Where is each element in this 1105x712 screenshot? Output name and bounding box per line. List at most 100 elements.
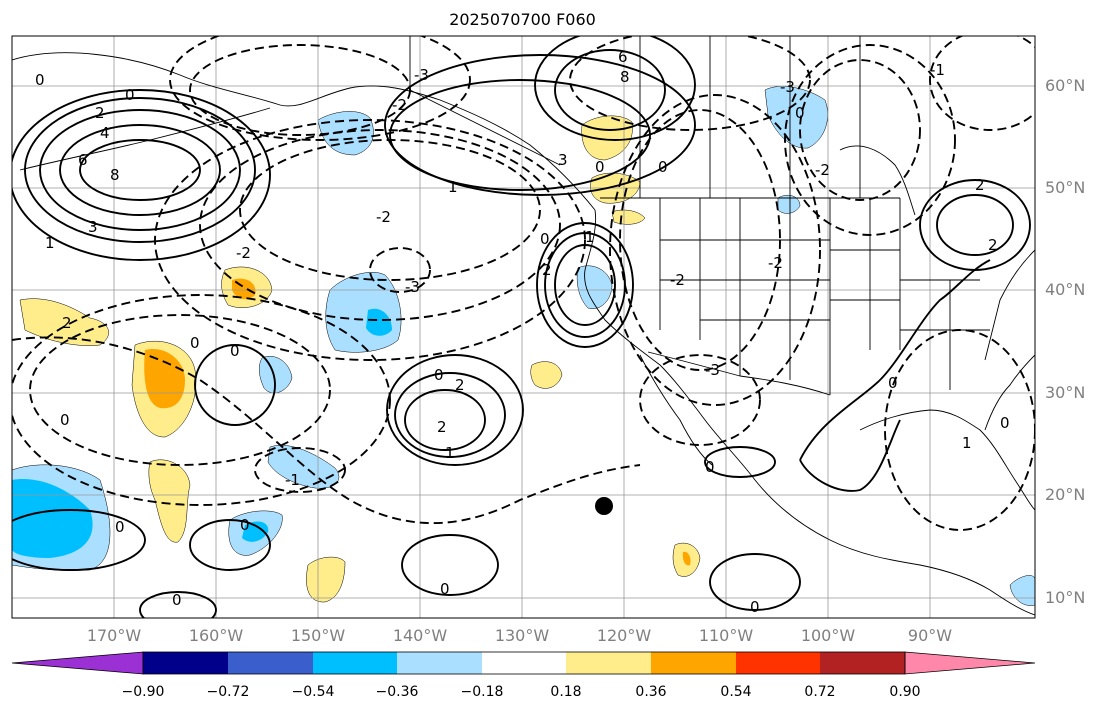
shade-negative [764, 86, 828, 149]
contour-label: 0 [434, 366, 444, 384]
contour-label: 8 [110, 166, 120, 184]
contours-negative [12, 36, 1035, 531]
contour-label: 3 [558, 151, 568, 169]
colorbar-extend-low [11, 651, 144, 675]
lon-label-130w: 130°W [494, 626, 550, 645]
colorbar-tick-label: −0.90 [121, 684, 165, 700]
shade-negative [317, 111, 374, 156]
colorbar-tick-label: 0.36 [635, 684, 667, 700]
shade-positive [19, 298, 109, 346]
contour-label: 2 [542, 261, 552, 279]
coastline-alaska [12, 52, 596, 211]
colorbar-bin [651, 652, 736, 674]
colorbar-tick-label: −0.18 [460, 684, 504, 700]
contour-label: 0 [888, 374, 898, 392]
shade-positive [530, 361, 563, 389]
coastlines [12, 36, 1035, 616]
contour-label: -2 [768, 254, 783, 272]
shade-negative [1009, 575, 1035, 606]
colorbar-bin [820, 652, 905, 674]
contour-label: -3 [705, 361, 720, 379]
shade-negative [259, 356, 293, 394]
contour-label: 2 [437, 418, 447, 436]
contour-label: 0 [35, 71, 45, 89]
contour-label: 2 [95, 104, 105, 122]
contour-label: 2 [62, 314, 72, 332]
coastline-baja [639, 354, 713, 466]
contour-label: 0 [172, 591, 182, 609]
shade-negative [12, 479, 93, 558]
colorbar [11, 651, 1036, 675]
contour-label: 6 [618, 48, 628, 66]
contour-label: -3 [405, 278, 420, 296]
map-frame [11, 35, 1036, 619]
shade-positive [306, 556, 346, 603]
shade-positive [611, 209, 646, 225]
shade-negative [777, 195, 801, 214]
shade-negative [366, 308, 392, 336]
shade-negative [325, 272, 402, 353]
shade-positive [144, 349, 185, 409]
map-title: 2025070700 F060 [449, 10, 596, 29]
colorbar-extend-high [904, 651, 1036, 675]
shade-positive [682, 551, 691, 566]
coastline-gulf [859, 409, 1035, 511]
shaded-anomalies [12, 86, 1035, 606]
colorbar-bin [228, 652, 313, 674]
contour-label: -2 [376, 208, 391, 226]
lon-label-100w: 100°W [800, 626, 856, 645]
colorbar-bin [482, 652, 566, 674]
colorbar-bin [143, 652, 228, 674]
lon-label-90w: 90°W [907, 626, 953, 645]
shade-negative [242, 521, 269, 542]
contour-label: 2 [988, 236, 998, 254]
lat-label-20n: 20°N [1045, 485, 1086, 504]
colorbar-tick-label: −0.36 [375, 684, 419, 700]
contour-label: 0 [230, 342, 240, 360]
contour-label: 0 [705, 458, 715, 476]
contour-label: 0 [1000, 414, 1010, 432]
contour-label: 6 [78, 151, 88, 169]
lon-label-140w: 140°W [392, 626, 448, 645]
colorbar-tick-label: −0.72 [206, 684, 250, 700]
contour-label: 2 [975, 176, 985, 194]
lat-label-60n: 60°N [1045, 76, 1086, 95]
lat-label-40n: 40°N [1045, 280, 1086, 299]
colorbar-bin [736, 652, 820, 674]
coastline-aleutians [19, 107, 271, 171]
coastline-florida [984, 354, 1035, 431]
lon-label-170w: 170°W [86, 626, 142, 645]
contour-label: 0 [115, 518, 125, 536]
contour-label: -2 [670, 271, 685, 289]
contour-label: 4 [100, 124, 110, 142]
contour-label: -3 [780, 78, 795, 96]
contour-label: -1 [930, 61, 945, 79]
contour-label: 3 [88, 218, 98, 236]
colorbar-frame [142, 651, 906, 675]
location-marker [595, 497, 613, 515]
coastline-hudson [839, 145, 916, 216]
lat-label-50n: 50°N [1045, 178, 1086, 197]
contour-label: -2 [815, 161, 830, 179]
canada-provinces [409, 36, 861, 198]
colorbar-tick-label: 0.18 [550, 684, 582, 700]
contour-label: 8 [620, 68, 630, 86]
contour-label: 1 [962, 434, 972, 452]
lon-label-160w: 160°W [188, 626, 244, 645]
colorbar-tick-label: 0.72 [804, 684, 836, 700]
contour-label: 0 [125, 86, 135, 104]
contour-label: 0 [750, 598, 760, 616]
colorbar-tick-label: 0.54 [720, 684, 752, 700]
contour-label: 0 [190, 334, 200, 352]
colorbar-tick-label: −0.54 [291, 684, 335, 700]
contour-label: 0 [595, 158, 605, 176]
contour-labels: 0 0 2 4 6 8 1 3 6 8 3 1 -3 -2 -2 -3 -2 0… [35, 48, 1010, 616]
shade-positive [148, 459, 191, 543]
coastline-east [984, 249, 1035, 361]
contour-label: 0 [658, 158, 668, 176]
contour-label: 1 [45, 234, 55, 252]
lon-label-110w: 110°W [698, 626, 754, 645]
map-area: 0 0 2 4 6 8 1 3 6 8 3 1 -3 -2 -2 -3 -2 0… [12, 36, 1035, 618]
contour-label: 0 [240, 516, 250, 534]
border-us-mexico [647, 351, 831, 396]
